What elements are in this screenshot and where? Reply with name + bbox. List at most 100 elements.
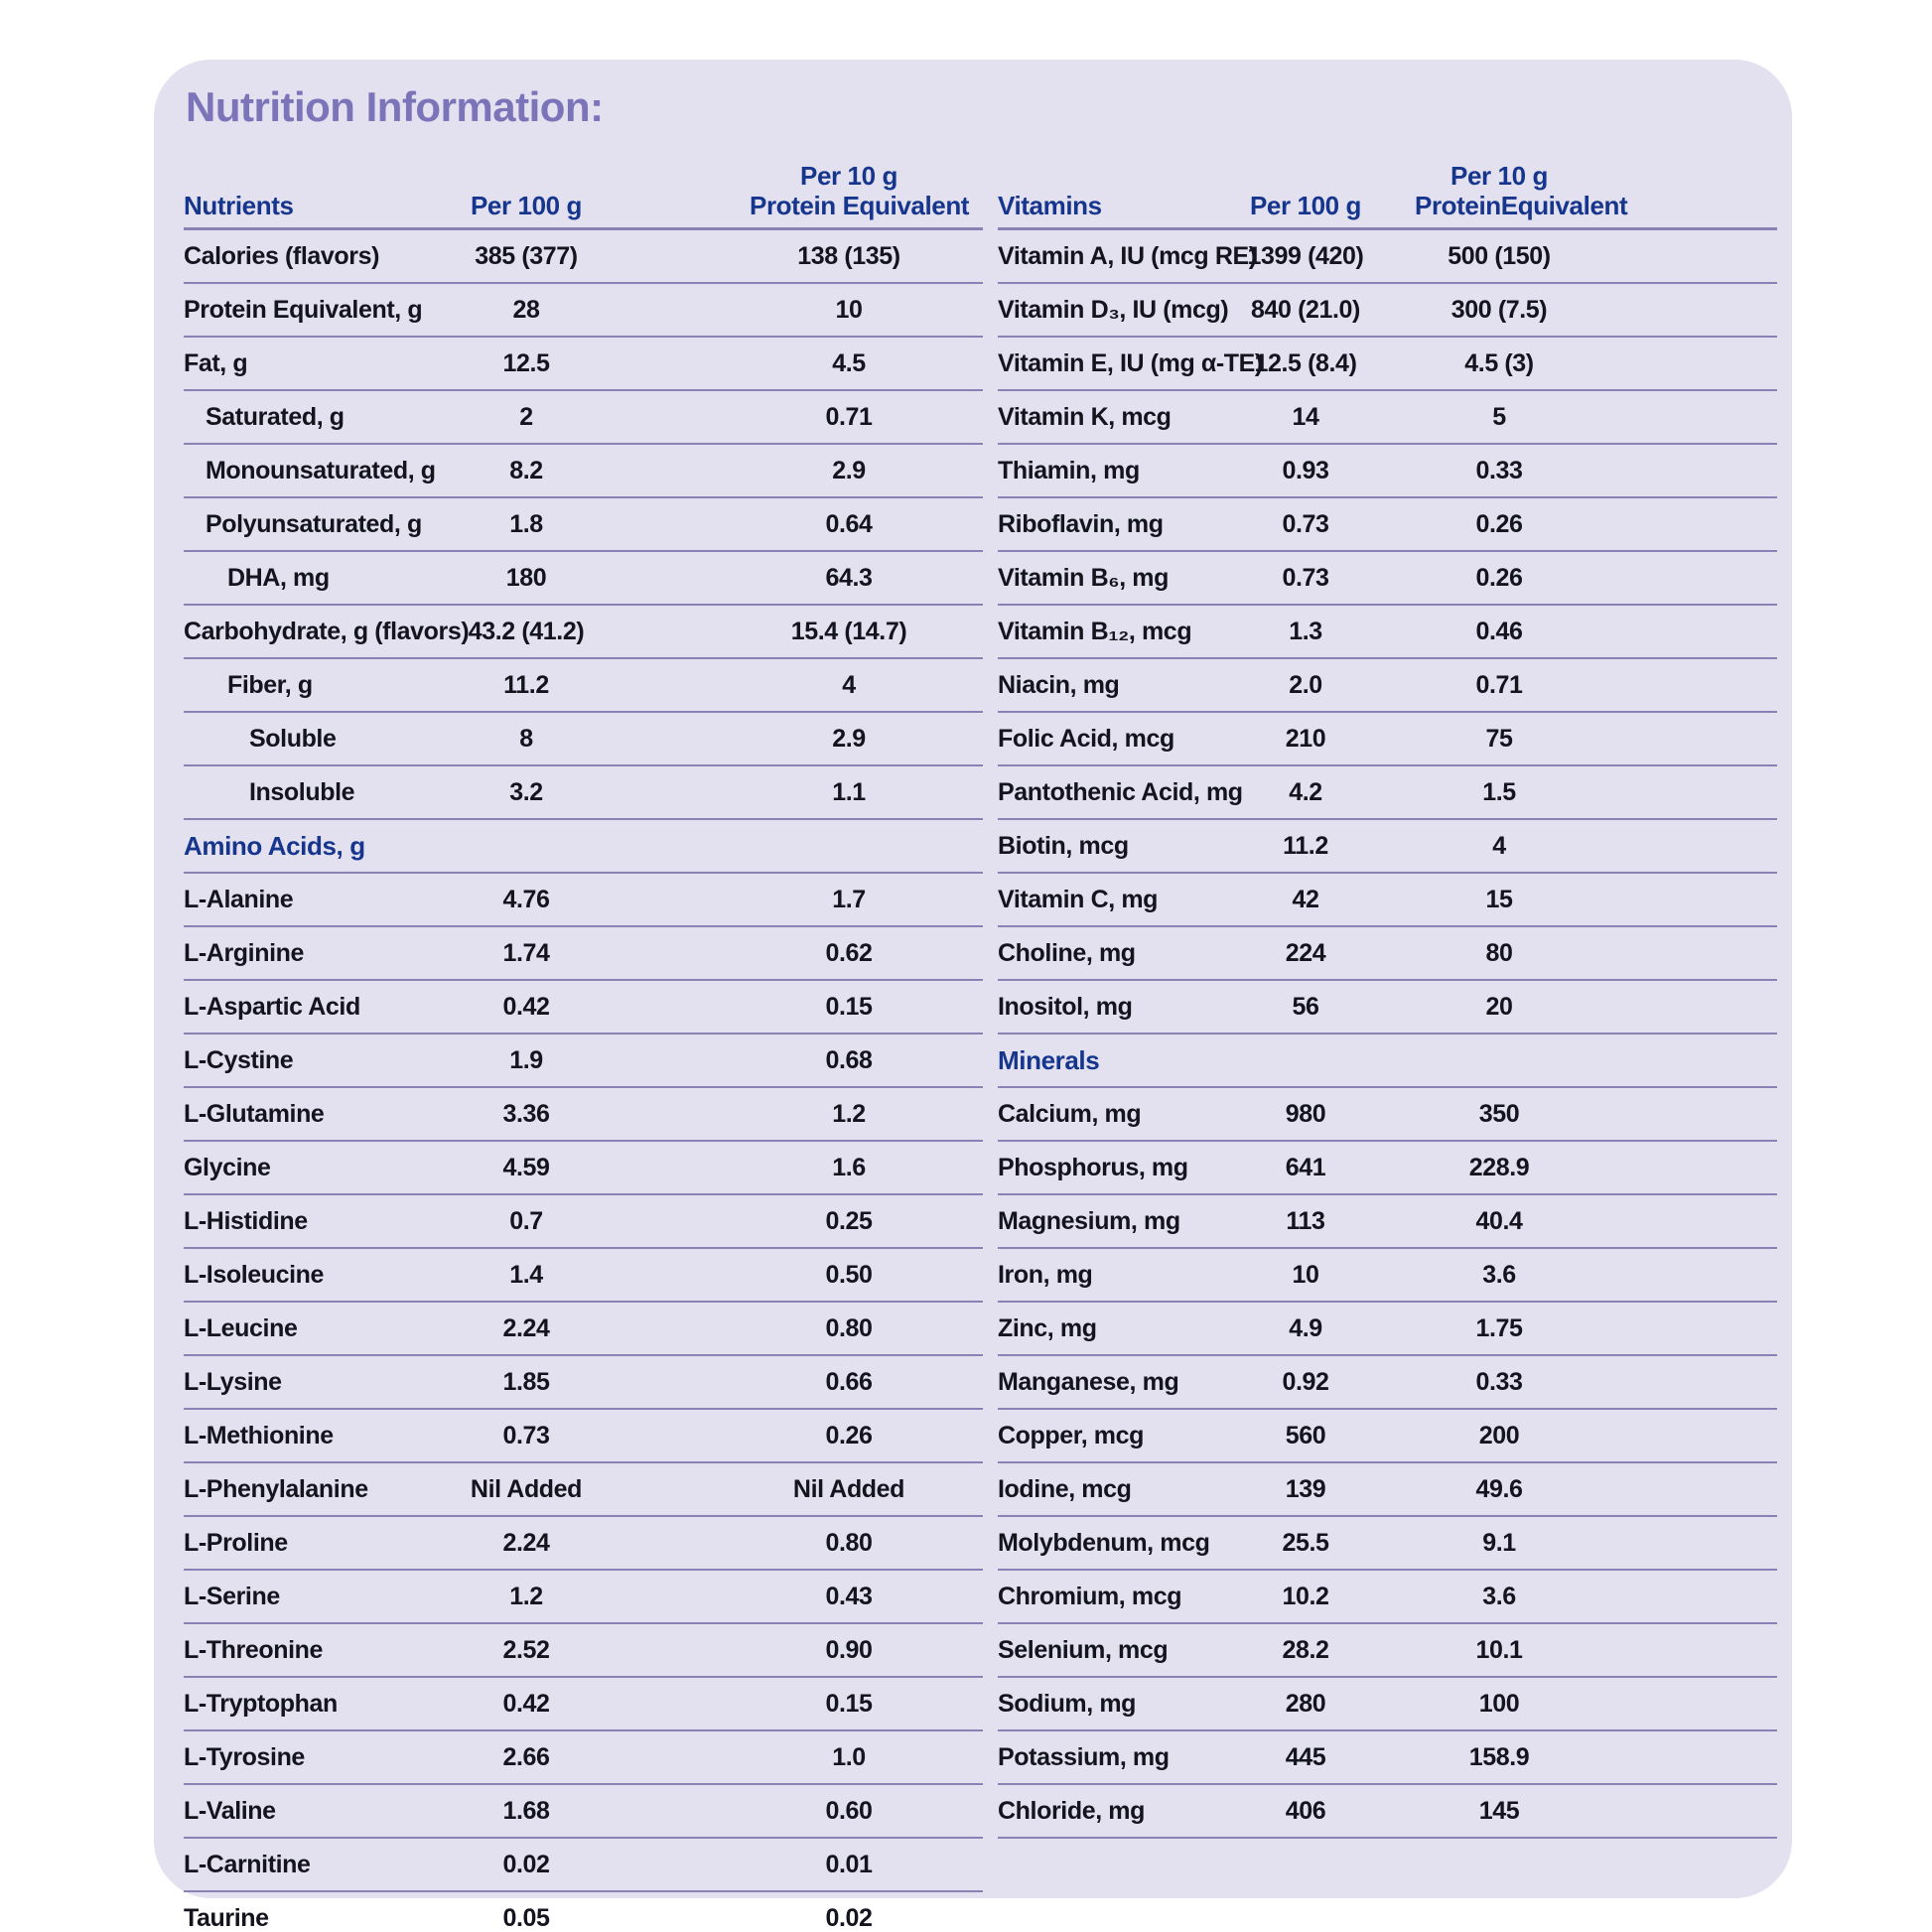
value-per-10g-protein-equivalent: 300 (7.5): [1450, 295, 1548, 324]
page-title: Nutrition Information:: [186, 83, 604, 130]
value-per-100g: 0.73: [502, 1421, 550, 1449]
value-per-100g: 2.52: [502, 1635, 550, 1664]
table-row: Vitamin E, IU (mg α-TE) 12.5 (8.4) 4.5 (3): [998, 338, 1777, 391]
row-label: Calcium, mg: [998, 1099, 1142, 1128]
value-per-100g: 4.2: [1289, 777, 1322, 806]
value-per-10g-protein-equivalent: 1.7: [832, 885, 866, 913]
row-label: Saturated, g: [206, 402, 345, 431]
value-per-100g: 113: [1286, 1206, 1325, 1235]
value-per-100g: 641: [1285, 1153, 1326, 1181]
table-row: L-Tryptophan 0.42 0.15: [184, 1678, 983, 1731]
tables-container: Nutrients Per 100 g Per 10 g Protein Equ…: [184, 135, 1777, 1932]
section-title: Minerals: [998, 1044, 1100, 1075]
table-row: L-Isoleucine 1.4 0.50: [184, 1249, 983, 1303]
table-row: Vitamin C, mg 42 15: [998, 874, 1777, 927]
value-per-100g: 385 (377): [475, 241, 578, 270]
table-row: Sodium, mg 280 100: [998, 1678, 1777, 1731]
value-per-10g-protein-equivalent: 75: [1485, 724, 1513, 753]
value-per-10g-protein-equivalent: 1.75: [1475, 1313, 1523, 1342]
value-per-10g-protein-equivalent: 0.26: [825, 1421, 873, 1449]
section-header-row: Minerals: [998, 1035, 1777, 1088]
row-label: Vitamin B₆, mg: [998, 563, 1169, 592]
value-per-100g: 3.2: [509, 777, 543, 806]
value-per-100g: 1.4: [509, 1260, 543, 1289]
value-per-10g-protein-equivalent: 49.6: [1475, 1474, 1523, 1503]
value-per-10g-protein-equivalent: 4: [842, 670, 856, 699]
row-label: L-Tyrosine: [184, 1742, 305, 1771]
value-per-100g: 28: [512, 295, 540, 324]
table-row: Protein Equivalent, g 28 10: [184, 284, 983, 338]
row-label: Thiamin, mg: [998, 456, 1140, 484]
table-row: Choline, mg 224 80: [998, 927, 1777, 981]
row-label: L-Leucine: [184, 1313, 298, 1342]
value-per-10g-protein-equivalent: 0.64: [825, 509, 873, 538]
value-per-100g: 0.7: [509, 1206, 543, 1235]
row-label: Vitamin B₁₂, mcg: [998, 617, 1192, 645]
value-per-100g: 0.42: [502, 992, 550, 1021]
value-per-10g-protein-equivalent: 2.9: [832, 724, 866, 753]
value-per-10g-protein-equivalent: 15: [1485, 885, 1513, 913]
value-per-100g: 0.73: [1282, 563, 1329, 592]
row-label: Niacin, mg: [998, 670, 1120, 699]
table-row: Phosphorus, mg 641 228.9: [998, 1142, 1777, 1195]
value-per-10g-protein-equivalent: 138 (135): [797, 241, 900, 270]
table-row: Magnesium, mg 113 40.4: [998, 1195, 1777, 1249]
value-per-100g: 224: [1285, 938, 1326, 967]
value-per-10g-protein-equivalent: 0.50: [825, 1260, 873, 1289]
value-per-10g-protein-equivalent: 0.60: [825, 1796, 873, 1825]
table-row: Calories (flavors) 385 (377) 138 (135): [184, 230, 983, 284]
table-row: Vitamin B₁₂, mcg 1.3 0.46: [998, 606, 1777, 659]
row-label: Potassium, mg: [998, 1742, 1170, 1771]
row-label: L-Valine: [184, 1796, 276, 1825]
row-label: L-Threonine: [184, 1635, 324, 1664]
row-label: Glycine: [184, 1153, 271, 1181]
column-header-per-100g: Per 100 g: [1249, 191, 1362, 221]
table-row: Polyunsaturated, g 1.8 0.64: [184, 498, 983, 552]
value-per-100g: 8: [519, 724, 533, 753]
value-per-100g: 2.66: [502, 1742, 550, 1771]
value-per-10g-protein-equivalent: 0.71: [1475, 670, 1523, 699]
table-row: Chromium, mcg 10.2 3.6: [998, 1571, 1777, 1624]
row-label: L-Aspartic Acid: [184, 992, 360, 1021]
value-per-100g: 25.5: [1282, 1528, 1329, 1557]
row-label: Soluble: [249, 724, 337, 753]
row-label: Vitamin D₃, IU (mcg): [998, 295, 1229, 324]
table-row: Inositol, mg 56 20: [998, 981, 1777, 1035]
row-label: Fat, g: [184, 348, 248, 377]
table-row: Biotin, mcg 11.2 4: [998, 820, 1777, 874]
row-label: Copper, mcg: [998, 1421, 1145, 1449]
table-row: Carbohydrate, g (flavors) 43.2 (41.2) 15.4…: [184, 606, 983, 659]
nutrients-table: Nutrients Per 100 g Per 10 g Protein Equ…: [184, 135, 983, 1932]
table-row: Zinc, mg 4.9 1.75: [998, 1303, 1777, 1356]
row-label: Choline, mg: [998, 938, 1136, 967]
value-per-100g: 1.9: [509, 1045, 543, 1074]
row-label: Biotin, mcg: [998, 831, 1129, 860]
row-label: L-Arginine: [184, 938, 304, 967]
value-per-10g-protein-equivalent: 0.33: [1475, 456, 1523, 484]
row-label: Pantothenic Acid, mg: [998, 777, 1243, 806]
nutrition-card: Nutrition Information: Nutrients Per 100…: [154, 60, 1792, 1932]
value-per-100g: 0.05: [502, 1903, 550, 1932]
value-per-10g-protein-equivalent: 5: [1492, 402, 1506, 431]
value-per-10g-protein-equivalent: 0.33: [1475, 1367, 1523, 1396]
row-label: Manganese, mg: [998, 1367, 1179, 1396]
row-label: Selenium, mcg: [998, 1635, 1169, 1664]
value-per-100g: 1399 (420): [1247, 241, 1364, 270]
table-row: Calcium, mg 980 350: [998, 1088, 1777, 1142]
table-row: Taurine 0.05 0.02: [184, 1892, 983, 1932]
column-header-vitamins: Vitamins: [998, 191, 1102, 221]
value-per-10g-protein-equivalent: 1.1: [832, 777, 866, 806]
row-label: Fiber, g: [227, 670, 313, 699]
table-row: Insoluble 3.2 1.1: [184, 766, 983, 820]
row-label: Insoluble: [249, 777, 355, 806]
value-per-100g: 4.76: [502, 885, 550, 913]
value-per-10g-protein-equivalent: 0.80: [825, 1528, 873, 1557]
row-label: Zinc, mg: [998, 1313, 1097, 1342]
value-per-10g-protein-equivalent: 100: [1478, 1689, 1520, 1718]
table-row: L-Leucine 2.24 0.80: [184, 1303, 983, 1356]
value-per-100g: 56: [1292, 992, 1319, 1021]
table-row: Molybdenum, mcg 25.5 9.1: [998, 1517, 1777, 1571]
table-row: L-Arginine 1.74 0.62: [184, 927, 983, 981]
value-per-10g-protein-equivalent: 500 (150): [1448, 241, 1551, 270]
row-label: L-Carnitine: [184, 1850, 311, 1878]
